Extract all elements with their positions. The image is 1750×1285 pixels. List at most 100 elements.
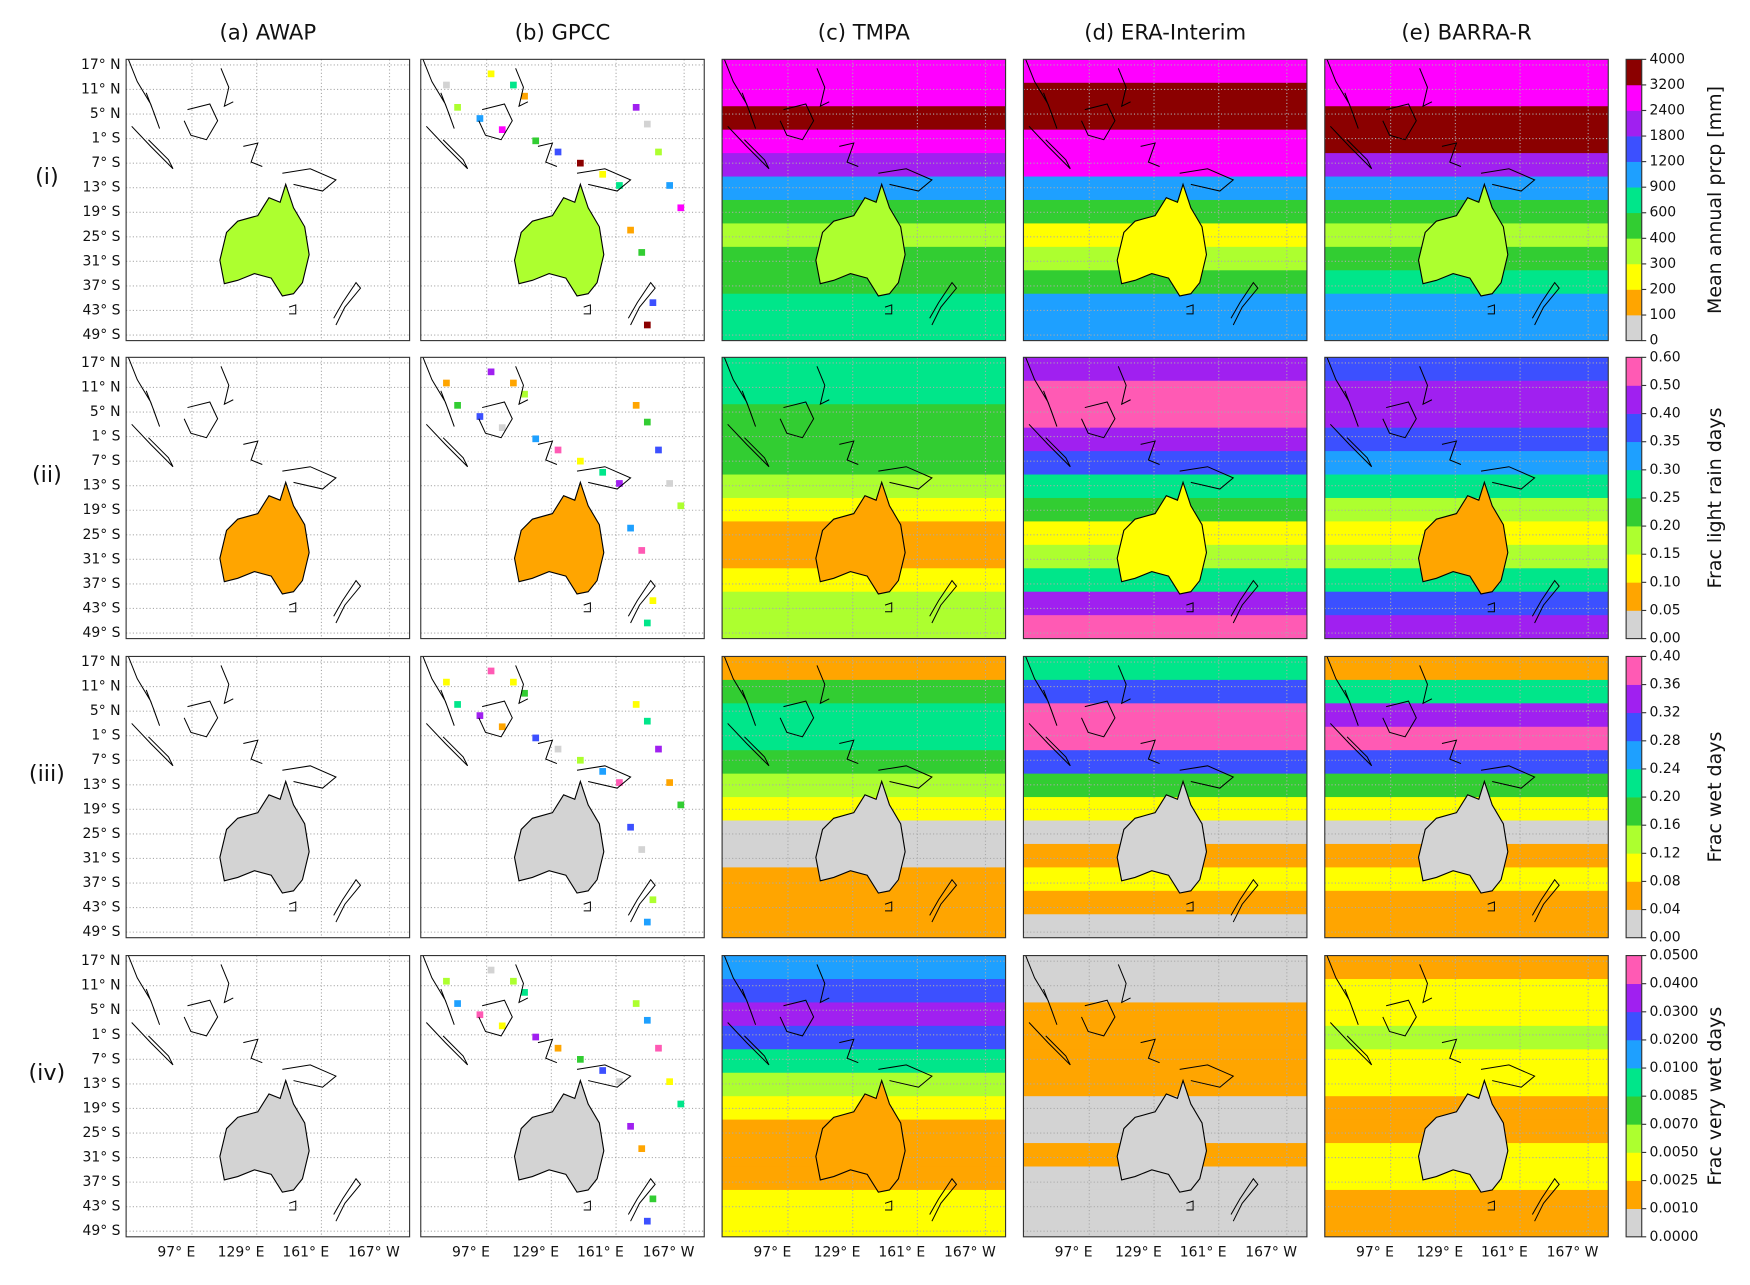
australia <box>513 779 605 894</box>
australia <box>219 480 310 595</box>
lat-label: 25° S <box>83 826 121 842</box>
coastlines <box>723 357 958 624</box>
colorbar-tick-label: 3200 <box>1650 77 1685 93</box>
coastline <box>1028 1022 1071 1066</box>
lat-label: 31° S <box>83 1150 121 1166</box>
field-band <box>722 82 1006 107</box>
coastline <box>1028 423 1071 468</box>
lat-label: 37° S <box>83 1174 121 1190</box>
station-cell <box>476 115 484 122</box>
field-band <box>1023 1049 1307 1074</box>
coastline <box>183 700 219 738</box>
coastline <box>816 964 830 1004</box>
coastline <box>1081 103 1116 141</box>
coastline <box>839 440 859 465</box>
coastline <box>627 281 656 326</box>
field-band <box>722 615 1006 639</box>
coastlines <box>1326 357 1560 624</box>
station-cell <box>554 446 562 454</box>
colorbar-tick-label: 1200 <box>1650 154 1685 170</box>
field-band <box>722 750 1006 775</box>
coastline <box>1081 401 1116 439</box>
coastline <box>884 1200 893 1211</box>
colorbar-bin <box>1626 110 1642 137</box>
coastline <box>816 366 830 406</box>
coastline <box>1487 901 1495 912</box>
field-band <box>722 867 1006 892</box>
coastline <box>515 964 529 1004</box>
coastline <box>515 68 529 108</box>
field-band <box>722 1025 1006 1050</box>
colorbar-bin <box>1626 212 1642 239</box>
panel-border <box>125 58 411 342</box>
lat-label: 43° S <box>83 302 121 318</box>
field-band <box>1324 357 1609 382</box>
field-band <box>1324 703 1609 728</box>
field-band <box>1324 474 1609 499</box>
coastline <box>1117 366 1131 406</box>
coastline <box>1025 59 1058 129</box>
coastline <box>878 168 933 192</box>
colorbar-tick-label: 0.15 <box>1650 546 1681 562</box>
column-title: (c) TMPA <box>818 20 911 45</box>
lat-label: 43° S <box>83 600 121 616</box>
coastline <box>929 579 958 624</box>
colorbar-bin <box>1626 740 1642 770</box>
station-cell <box>521 689 528 697</box>
station-cell <box>649 1195 657 1203</box>
lat-label: 25° S <box>83 527 121 543</box>
coastline <box>1028 723 1071 767</box>
coastlines <box>1326 656 1560 923</box>
coastline <box>131 423 174 468</box>
coastline <box>1140 739 1160 765</box>
field-band <box>722 451 1006 476</box>
station-cell <box>532 435 540 443</box>
panel-border <box>125 955 411 1238</box>
colorbar-bin <box>1626 881 1642 910</box>
coastline <box>478 999 513 1037</box>
colorbar-tick-label: 200 <box>1650 281 1677 297</box>
coastline <box>288 1200 297 1211</box>
coastline <box>1117 665 1131 705</box>
coastline <box>282 1064 337 1088</box>
colorbar-bin <box>1626 1039 1642 1069</box>
colorbar-label: Frac very wet days <box>1704 1007 1726 1186</box>
coastline <box>1419 964 1433 1004</box>
coastline <box>243 142 263 167</box>
coastlines <box>1025 955 1259 1222</box>
station-cell <box>599 170 607 178</box>
field-band <box>1324 380 1609 405</box>
coastline <box>576 466 632 490</box>
field-band <box>722 404 1006 429</box>
panel-border <box>721 655 1007 939</box>
field-band <box>722 726 1006 751</box>
coastlines <box>422 955 656 1222</box>
coastline <box>627 1177 656 1222</box>
station-cell <box>627 226 634 234</box>
field-band <box>722 106 1006 131</box>
station-cell <box>643 418 651 426</box>
station-cell <box>616 182 623 189</box>
coastline <box>1028 125 1071 170</box>
australia <box>1116 182 1208 297</box>
lat-label: 49° S <box>83 1223 121 1239</box>
lat-label: 13° S <box>83 180 121 196</box>
colorbar-tick-label: 0.32 <box>1650 705 1681 721</box>
lat-label: 37° S <box>83 875 121 891</box>
station-cell <box>510 379 517 387</box>
coastline <box>723 656 757 726</box>
colorbar-bin <box>1626 413 1642 443</box>
station-cell <box>666 480 673 487</box>
australia <box>1116 480 1208 595</box>
colorbar-tick-label: 0.0070 <box>1650 1116 1699 1132</box>
station-cell <box>677 801 685 809</box>
station-cell <box>616 1078 623 1086</box>
colorbar-bin <box>1626 1124 1642 1153</box>
colorbar-tick-label: 100 <box>1650 307 1677 323</box>
coastline <box>723 357 757 427</box>
field-band <box>1324 914 1609 938</box>
station-cell <box>476 712 484 719</box>
field-band <box>722 703 1006 728</box>
field-band <box>722 357 1006 382</box>
field-band <box>722 679 1006 704</box>
